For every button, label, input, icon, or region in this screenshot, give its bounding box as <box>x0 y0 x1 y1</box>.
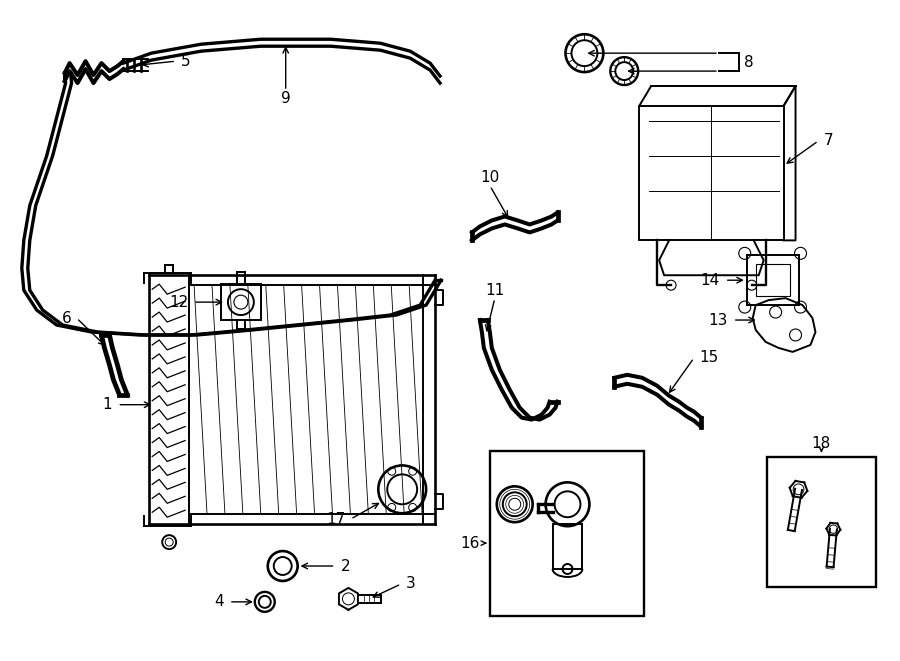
Text: 12: 12 <box>169 295 188 309</box>
Bar <box>767 457 877 587</box>
Text: 15: 15 <box>699 350 718 366</box>
Text: 3: 3 <box>406 576 416 592</box>
Text: 2: 2 <box>340 559 350 574</box>
Text: 7: 7 <box>824 134 833 148</box>
Text: 16: 16 <box>461 535 480 551</box>
Text: 11: 11 <box>485 283 504 297</box>
Bar <box>747 255 798 305</box>
Text: 4: 4 <box>214 594 224 609</box>
Bar <box>490 451 644 616</box>
Bar <box>639 106 784 241</box>
Text: 8: 8 <box>743 55 753 69</box>
Text: 5: 5 <box>181 54 191 69</box>
Text: 10: 10 <box>481 170 500 185</box>
Bar <box>221 284 261 320</box>
Bar <box>756 264 789 296</box>
Bar <box>553 524 582 569</box>
Text: 17: 17 <box>326 512 346 527</box>
Text: 1: 1 <box>103 397 112 412</box>
Text: 18: 18 <box>812 436 831 451</box>
Text: 6: 6 <box>62 311 72 326</box>
Text: 9: 9 <box>281 91 291 106</box>
Text: 13: 13 <box>708 313 728 328</box>
Text: 14: 14 <box>700 273 720 288</box>
